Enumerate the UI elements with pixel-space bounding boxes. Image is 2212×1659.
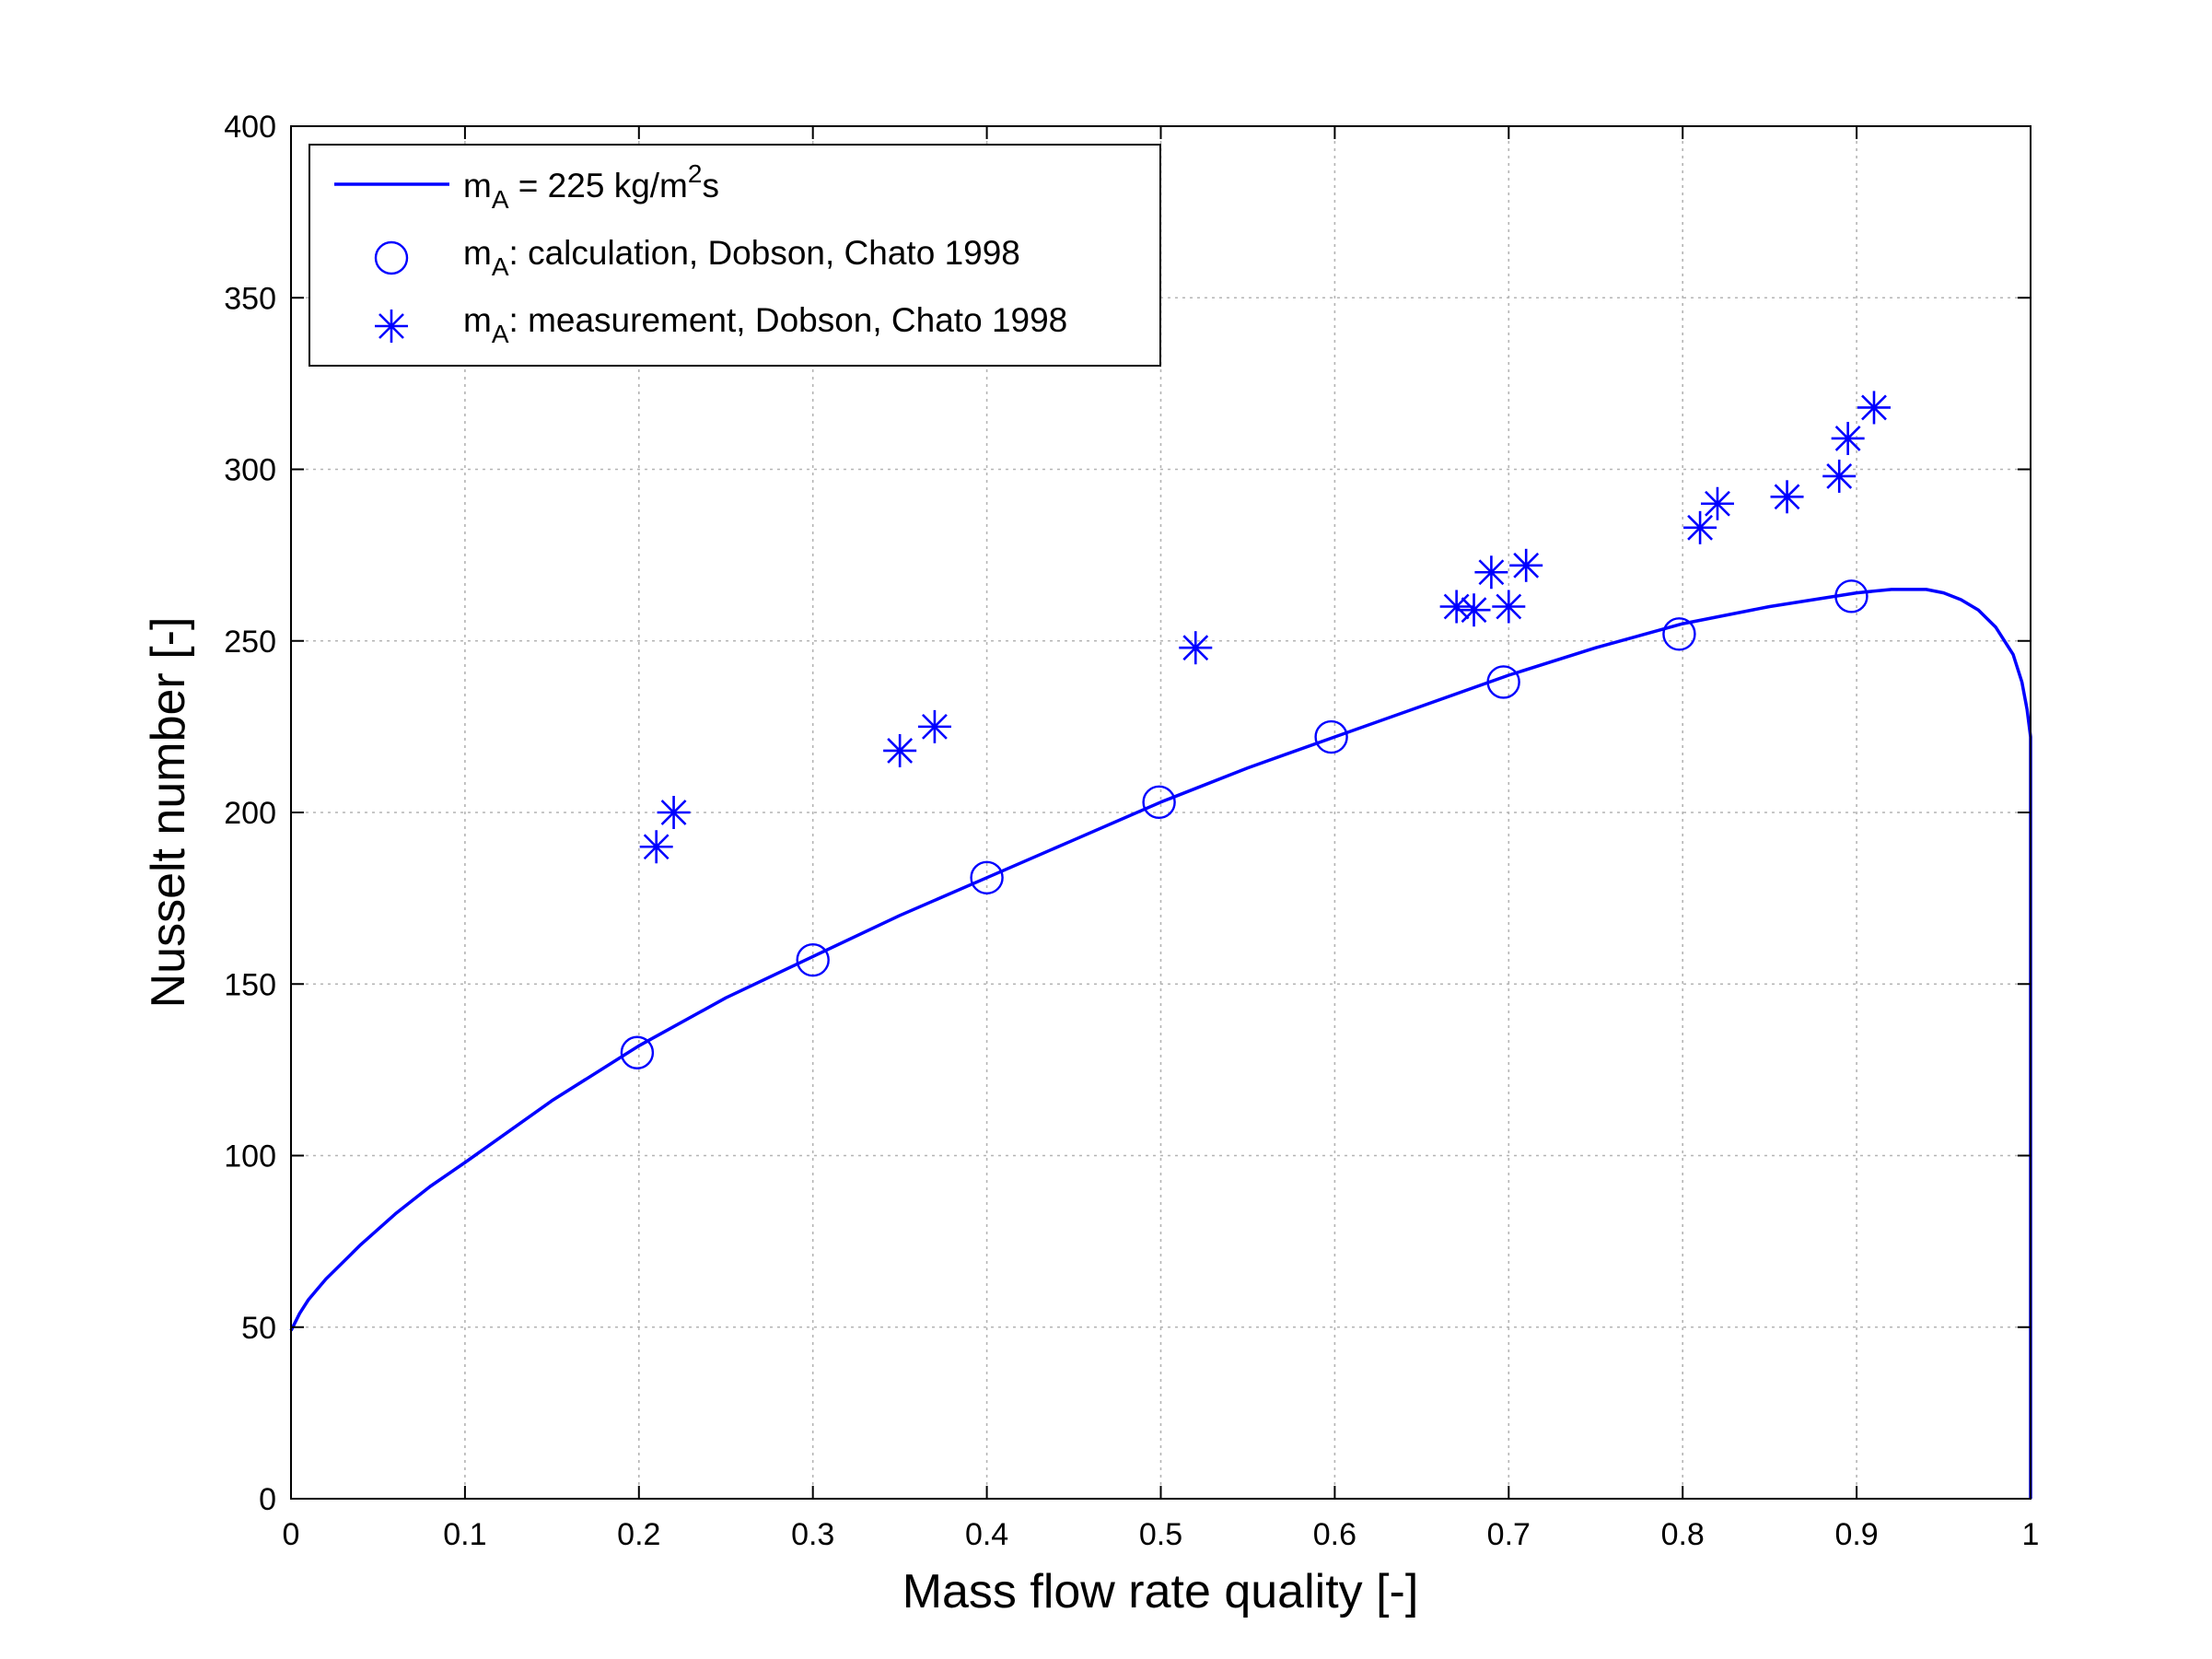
measurement-point bbox=[883, 733, 917, 767]
series-layer bbox=[289, 391, 2032, 1499]
x-tick-label: 0.4 bbox=[965, 1517, 1008, 1552]
calculation-point bbox=[1142, 785, 1176, 820]
x-tick-label: 0.7 bbox=[1487, 1517, 1531, 1552]
legend-circle-symbol bbox=[374, 240, 409, 275]
x-tick-label: 0.6 bbox=[1313, 1517, 1356, 1552]
calculation-point bbox=[970, 860, 1004, 894]
x-axis-title: Mass flow rate quality [-] bbox=[902, 1565, 1419, 1618]
measurement-point bbox=[1509, 548, 1543, 582]
y-tick-label: 0 bbox=[259, 1482, 276, 1517]
x-tick-label: 0.9 bbox=[1834, 1517, 1878, 1552]
x-tick-label: 1 bbox=[2022, 1517, 2040, 1552]
calculation-point bbox=[1662, 617, 1696, 651]
measurement-point bbox=[1474, 555, 1508, 590]
legend-label-circle: mA: calculation, Dobson, Chato 1998 bbox=[463, 234, 1020, 281]
y-tick-label: 400 bbox=[224, 110, 276, 145]
series-line bbox=[289, 588, 2032, 1499]
calculation-point bbox=[620, 1035, 655, 1069]
calculation-point bbox=[1834, 579, 1869, 613]
y-tick-label: 100 bbox=[224, 1139, 276, 1174]
legend-asterisk-symbol bbox=[375, 310, 408, 343]
measurement-point bbox=[1457, 593, 1491, 627]
calculation-point bbox=[1314, 719, 1348, 754]
y-tick-label: 300 bbox=[224, 453, 276, 488]
measurement-point bbox=[1439, 590, 1473, 624]
y-tick-label: 350 bbox=[224, 281, 276, 316]
measurement-point bbox=[1857, 391, 1891, 425]
y-tick-label: 150 bbox=[224, 967, 276, 1002]
legend-label-line: mA = 225 kg/m2s bbox=[463, 159, 719, 214]
legend-label-asterisk: mA: measurement, Dobson, Chato 1998 bbox=[463, 301, 1067, 348]
measurement-point bbox=[1831, 421, 1865, 455]
measurement-point bbox=[639, 830, 673, 864]
measurement-point bbox=[1683, 510, 1717, 544]
measurement-point bbox=[1179, 631, 1213, 665]
calculation-point bbox=[1486, 665, 1520, 699]
y-tick-label: 250 bbox=[224, 625, 276, 660]
calculation-point bbox=[796, 942, 830, 977]
measurement-point bbox=[657, 796, 691, 829]
x-tick-label: 0.1 bbox=[443, 1517, 486, 1552]
x-tick-label: 0.8 bbox=[1661, 1517, 1705, 1552]
y-tick-label: 50 bbox=[241, 1311, 276, 1346]
measurement-point bbox=[1822, 459, 1857, 493]
x-tick-label: 0.2 bbox=[617, 1517, 660, 1552]
measurement-point bbox=[917, 709, 951, 743]
tick-labels: 0 0.1 0.2 0.3 0.4 0.5 0.6 0.7 0.8 0.9 1 0 50 100 150 20… bbox=[224, 110, 2039, 1552]
y-tick-label: 200 bbox=[224, 796, 276, 831]
ticks bbox=[290, 125, 2032, 1500]
measurement-point bbox=[1492, 590, 1526, 624]
legend: mA = 225 kg/m2s mA: calculation, Dobson,… bbox=[309, 144, 1161, 367]
x-tick-label: 0.5 bbox=[1139, 1517, 1182, 1552]
legend-box bbox=[309, 144, 1161, 367]
x-tick-label: 0 bbox=[283, 1517, 300, 1552]
measurement-point bbox=[1770, 480, 1804, 514]
measurement-point bbox=[1700, 486, 1734, 520]
y-axis-title: Nusselt number [-] bbox=[142, 617, 195, 1009]
x-tick-label: 0.3 bbox=[791, 1517, 834, 1552]
